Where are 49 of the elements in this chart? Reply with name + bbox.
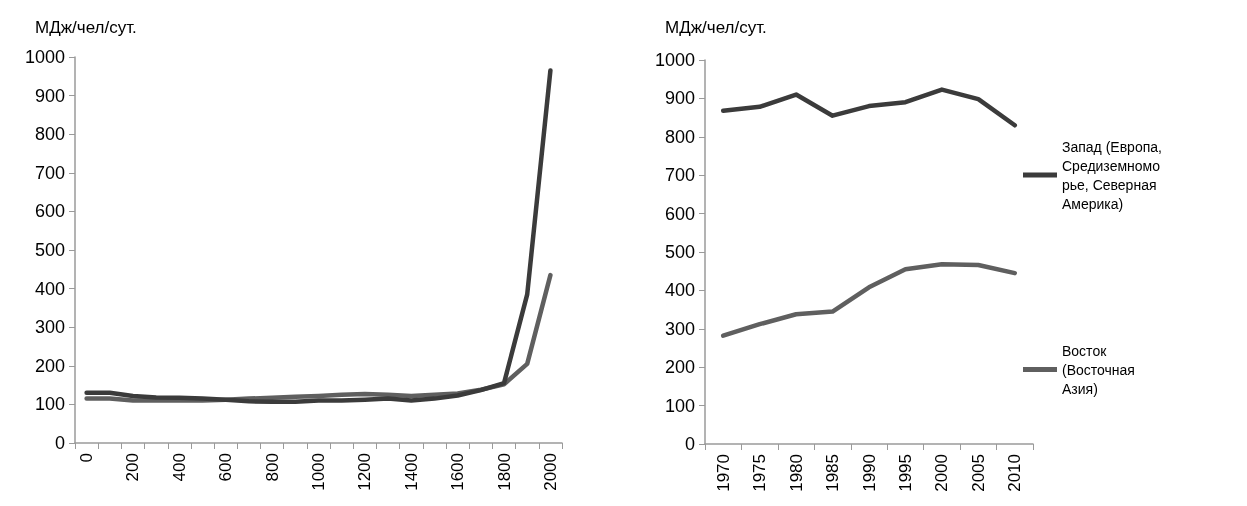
y-tick-label: 500: [34, 240, 65, 260]
x-tick-label: 2005: [968, 454, 988, 492]
y-tick-label: 600: [34, 201, 65, 222]
x-tick-label: 1200: [355, 453, 375, 491]
x-tick-label: 600: [216, 453, 236, 482]
x-tick-label: 1970: [713, 454, 733, 492]
y-axis-title: МДж/чел/сут.: [35, 18, 137, 37]
y-tick-label: 400: [664, 280, 695, 301]
x-tick-label: 800: [262, 453, 282, 482]
line-series: [720, 87, 1018, 128]
x-tick-label: 1980: [786, 454, 806, 492]
x-tick-label: 200: [123, 453, 143, 482]
x-tick-label: 1985: [823, 454, 843, 492]
x-tick-label: 0: [77, 453, 97, 463]
x-tick-label: 400: [169, 453, 189, 482]
y-tick-label: 200: [664, 357, 695, 378]
y-tick-label: 500: [664, 242, 695, 262]
y-tick-label: 100: [664, 395, 695, 416]
line-series: [720, 262, 1018, 338]
y-tick-label: 900: [664, 88, 695, 109]
y-tick-label: 300: [664, 318, 695, 339]
legend-label: Восток (Восточная Азия): [1062, 342, 1139, 397]
x-tick-label: 1000: [309, 453, 328, 491]
y-tick-label: 800: [664, 126, 695, 147]
y-tick-label: 600: [664, 203, 695, 224]
y-tick-label: 0: [54, 433, 65, 453]
y-tick-label: 300: [34, 317, 65, 338]
y-tick-label: 1000: [654, 50, 695, 70]
y-tick-label: 100: [34, 394, 65, 415]
x-tick-label: 2000: [540, 453, 560, 491]
line-series: [84, 68, 553, 404]
legend-label: Запад (Европа, Средиземноморье, Северная Америка): [1062, 138, 1166, 212]
x-tick-label: 2010: [1005, 454, 1025, 492]
y-tick-label: 200: [34, 355, 65, 376]
x-tick-label: 1800: [494, 453, 514, 491]
y-tick-label: 800: [34, 124, 65, 145]
y-tick-label: 1000: [24, 47, 65, 67]
x-tick-label: 1995: [895, 454, 915, 492]
y-tick-label: 0: [684, 434, 695, 454]
x-tick-label: 1990: [859, 454, 879, 492]
y-tick-label: 900: [34, 85, 65, 106]
x-tick-label: 1400: [401, 453, 421, 491]
y-tick-label: 700: [664, 165, 695, 186]
y-tick-label: 400: [34, 278, 65, 299]
x-tick-label: 1975: [750, 454, 770, 492]
x-tick-label: 2000: [932, 454, 952, 492]
y-tick-label: 700: [34, 162, 65, 183]
x-tick-label: 1600: [448, 453, 468, 491]
y-axis-title: МДж/чел/сут.: [665, 18, 767, 37]
